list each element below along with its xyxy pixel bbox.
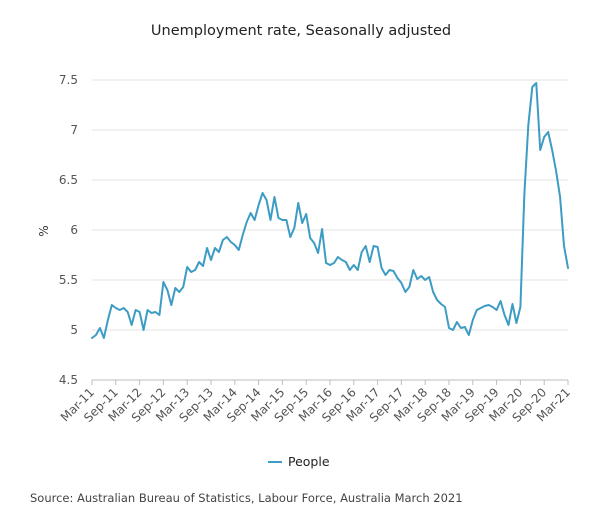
y-tick-label: 4.5 [59, 373, 78, 387]
y-axis-label: % [37, 225, 51, 236]
series-line-people [91, 82, 569, 339]
source-note: Source: Australian Bureau of Statistics,… [30, 491, 463, 505]
legend-label-people: People [288, 454, 330, 469]
y-tick-label: 7 [70, 123, 78, 137]
legend: People [268, 454, 330, 469]
y-tick-label: 6.5 [59, 173, 78, 187]
y-tick-label: 5.5 [59, 273, 78, 287]
grid-layer [92, 79, 568, 331]
series-layer [91, 82, 569, 339]
y-tick-label: 5 [70, 323, 78, 337]
y-tick-label: 6 [70, 223, 78, 237]
y-tick-label: 7.5 [59, 73, 78, 87]
chart-title: Unemployment rate, Seasonally adjusted [151, 23, 451, 39]
